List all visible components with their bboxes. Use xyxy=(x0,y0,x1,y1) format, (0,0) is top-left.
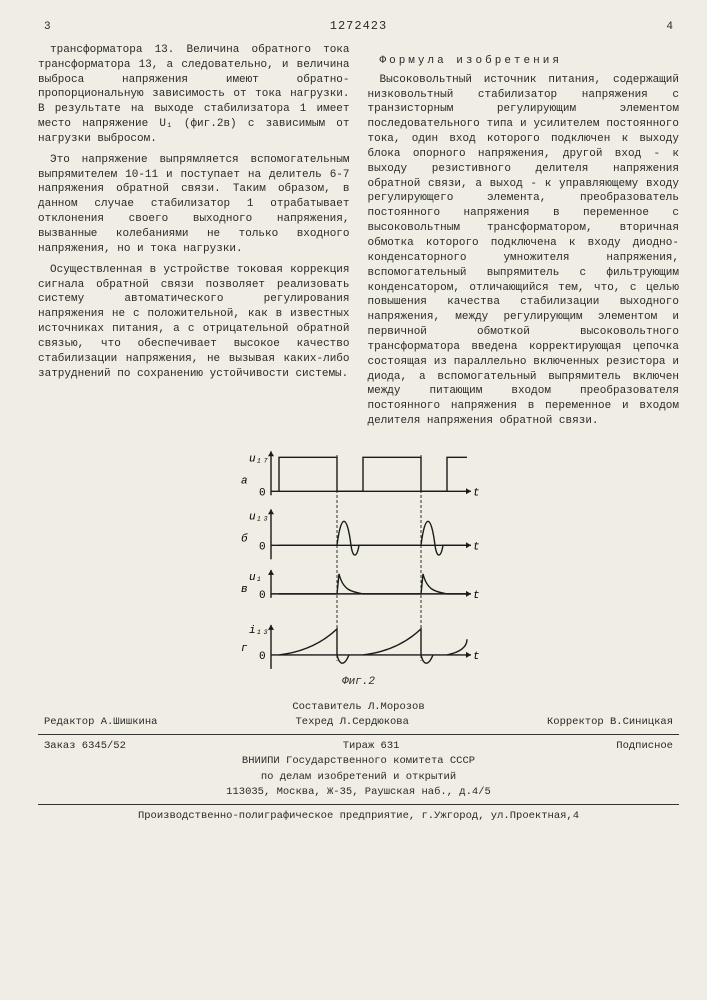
editor: Редактор А.Шишкина xyxy=(44,715,157,730)
svg-text:u₁: u₁ xyxy=(249,572,262,584)
svg-text:б: б xyxy=(241,532,248,545)
figure-caption: Фиг.2 xyxy=(38,675,679,690)
svg-text:t: t xyxy=(473,590,480,602)
right-col-number: 4 xyxy=(660,20,679,35)
svg-text:0: 0 xyxy=(259,541,266,553)
svg-text:а: а xyxy=(241,475,248,487)
svg-text:u₁₃: u₁₃ xyxy=(249,511,269,523)
right-column: Формула изобретения Высоковольтный источ… xyxy=(368,43,680,435)
left-col-number: 3 xyxy=(38,20,57,35)
svg-text:0: 0 xyxy=(259,651,266,663)
org-line-2: по делам изобретений и открытий xyxy=(38,770,679,785)
header: 3 1272423 4 xyxy=(38,18,679,35)
figure-2: u₁₇ 0 t а u₁₃ 0 t б u₁ 0 t в i₁₃ 0 t г Фиг.2 xyxy=(38,447,679,690)
subscription: Подписное xyxy=(616,739,673,754)
document-number: 1272423 xyxy=(330,18,387,34)
svg-text:в: в xyxy=(241,584,248,596)
printer-line: Производственно-полиграфическое предприя… xyxy=(38,809,679,824)
left-para-1: трансформатора 13. Величина обратного то… xyxy=(38,43,350,147)
svg-text:u₁₇: u₁₇ xyxy=(249,453,269,465)
left-para-3: Осуществленная в устройстве токовая корр… xyxy=(38,263,350,382)
svg-text:г: г xyxy=(241,643,248,655)
right-para-1: Высоковольтный источник питания, содержа… xyxy=(368,73,680,429)
corrector: Корректор В.Синицкая xyxy=(547,715,673,730)
imprint-footer: Составитель Л.Морозов Редактор А.Шишкина… xyxy=(38,700,679,825)
two-column-body: трансформатора 13. Величина обратного то… xyxy=(38,43,679,435)
waveform-diagram: u₁₇ 0 t а u₁₃ 0 t б u₁ 0 t в i₁₃ 0 t г xyxy=(229,447,489,677)
tirage: Тираж 631 xyxy=(343,739,400,754)
address: 113035, Москва, Ж-35, Раушская наб., д.4… xyxy=(38,785,679,800)
formula-heading: Формула изобретения xyxy=(368,54,680,69)
svg-text:0: 0 xyxy=(259,487,266,499)
svg-text:0: 0 xyxy=(259,590,266,602)
svg-text:i₁₃: i₁₃ xyxy=(249,625,269,637)
compiler-line: Составитель Л.Морозов xyxy=(38,700,679,715)
org-line-1: ВНИИПИ Государственного комитета СССР xyxy=(38,754,679,769)
left-column: трансформатора 13. Величина обратного то… xyxy=(38,43,350,435)
tech-editor: Техред Л.Сердюкова xyxy=(295,715,408,730)
svg-text:t: t xyxy=(473,487,480,499)
left-para-2: Это напряжение выпрямляется вспомогатель… xyxy=(38,153,350,257)
svg-text:t: t xyxy=(473,651,480,663)
order-number: Заказ 6345/52 xyxy=(44,739,126,754)
svg-text:t: t xyxy=(473,541,480,553)
